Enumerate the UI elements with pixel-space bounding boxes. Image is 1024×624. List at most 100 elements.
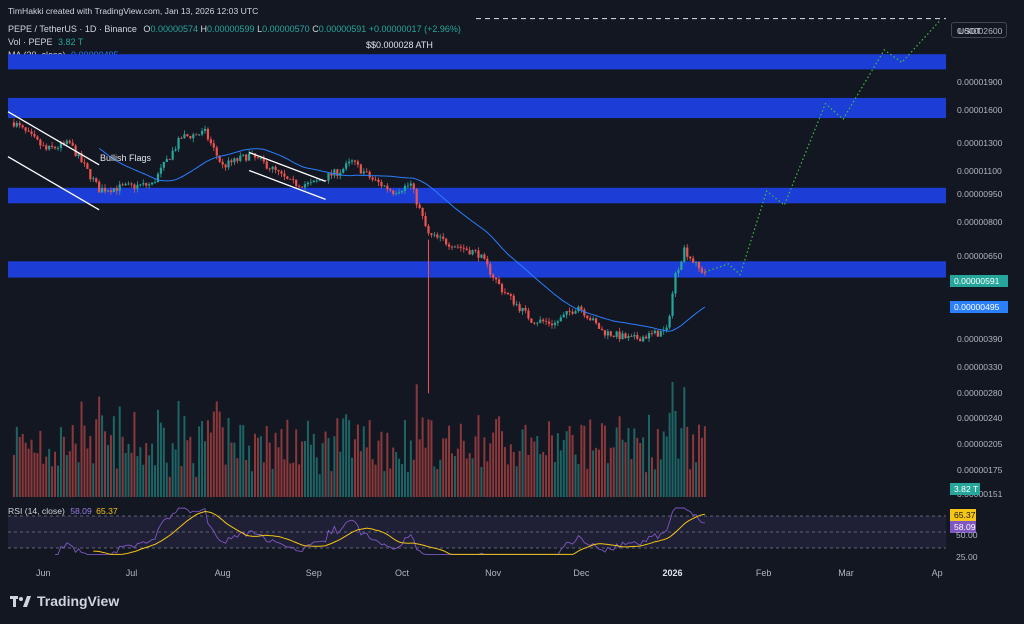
price-tick-label: 0.00001300: [957, 138, 1003, 149]
candle-body: [309, 182, 312, 184]
candle-body: [98, 181, 101, 193]
candle-body: [600, 328, 604, 331]
candle-body: [268, 168, 271, 170]
volume-bar: [427, 419, 430, 497]
volume-bar: [574, 454, 577, 497]
candle-body: [612, 335, 615, 337]
candle-body: [180, 138, 183, 139]
volume-bar: [456, 448, 459, 497]
rsi-ma-value: 65.37: [96, 506, 118, 516]
volume-bar: [271, 468, 274, 497]
tradingview-logo[interactable]: TradingView: [10, 593, 119, 609]
volume-bar: [298, 464, 301, 497]
volume-bar: [321, 443, 324, 497]
candle-body: [486, 258, 489, 265]
candle-body: [686, 247, 689, 257]
volume-bar: [530, 437, 533, 497]
ohlc-c: C0.00000591: [312, 24, 367, 34]
currency-button[interactable]: USDT: [951, 22, 1007, 38]
volume-bar: [406, 471, 409, 497]
candle-body: [345, 163, 348, 169]
volume-bar: [68, 451, 71, 497]
flag-channel-line: [248, 151, 326, 182]
volume-bar: [95, 419, 98, 497]
candle-body: [400, 190, 404, 193]
candle-body: [30, 131, 33, 134]
bullish-flags-label: Bullish Flags: [100, 153, 152, 163]
time-tick-label: Mar: [838, 568, 854, 578]
volume-bar: [168, 476, 171, 497]
volume-bar: [45, 456, 48, 497]
volume-bar: [542, 451, 545, 497]
candle-body: [298, 185, 301, 187]
volume-bar: [315, 457, 318, 497]
volume-bar: [253, 433, 256, 497]
time-tick-label: Jun: [36, 568, 51, 578]
volume-bar: [436, 469, 439, 497]
candle-body: [462, 247, 465, 249]
candle-body: [277, 170, 280, 172]
volume-bar: [418, 439, 421, 497]
time-axis[interactable]: Jun Jul Aug Sep Oct Nov Dec 2026 Feb Mar Ap: [0, 560, 950, 580]
candle-body: [650, 333, 654, 334]
candle-body: [121, 184, 124, 186]
volume-bar: [324, 431, 327, 497]
volume-bar: [459, 423, 462, 497]
volume-bar: [677, 458, 680, 497]
candle-body: [583, 309, 586, 316]
candle-body: [506, 292, 509, 295]
candle-body: [227, 160, 230, 168]
volume-bar: [118, 406, 121, 497]
candle-body: [571, 311, 574, 314]
candle-body: [286, 176, 289, 179]
candle-body: [377, 179, 380, 183]
candle-body: [68, 140, 71, 143]
volume-bar: [230, 442, 233, 497]
ma-30-line: [98, 148, 706, 332]
volume-bar: [180, 466, 183, 497]
candle-body: [424, 216, 427, 227]
brand-name: TradingView: [37, 593, 120, 609]
resistance-zone-0: [8, 54, 946, 70]
candle-body: [518, 304, 521, 312]
volume-bar: [189, 436, 192, 497]
candle-body: [483, 254, 486, 259]
candle-body: [542, 319, 545, 322]
volume-bar: [650, 457, 653, 497]
candle-body: [697, 261, 701, 269]
volume-bar: [589, 419, 592, 497]
volume-bar: [415, 384, 418, 497]
volume-bar: [689, 469, 692, 497]
volume-bar: [545, 455, 548, 497]
candle-body: [395, 193, 398, 195]
volume-bar: [492, 432, 495, 497]
volume-bar: [615, 427, 618, 497]
volume-legend: Vol · PEPE 3.82 T: [8, 37, 83, 47]
volume-bar: [109, 435, 112, 497]
volume-bar: [468, 453, 471, 497]
volume-bar: [171, 443, 174, 497]
volume-bar: [442, 438, 445, 497]
candle-body: [189, 136, 192, 139]
candle-body: [36, 136, 39, 140]
candle-body: [53, 146, 57, 149]
candle-body: [21, 125, 24, 128]
volume-bar: [318, 474, 321, 497]
volume-bar: [348, 420, 351, 497]
candle-body: [80, 153, 83, 163]
volume-bar: [112, 416, 115, 497]
volume-bar: [24, 442, 27, 497]
candle-body: [353, 160, 357, 162]
volume-bar: [571, 435, 574, 497]
volume-bar: [280, 429, 283, 497]
candle-body: [489, 264, 492, 275]
candle-body: [312, 180, 315, 183]
candle-body: [65, 140, 68, 144]
volume-bar: [653, 469, 656, 497]
rsi-badge: 58.09: [950, 521, 976, 533]
volume-bar: [239, 424, 242, 497]
candle-body: [206, 128, 210, 140]
volume-bar: [603, 425, 606, 497]
candle-body: [497, 279, 501, 285]
